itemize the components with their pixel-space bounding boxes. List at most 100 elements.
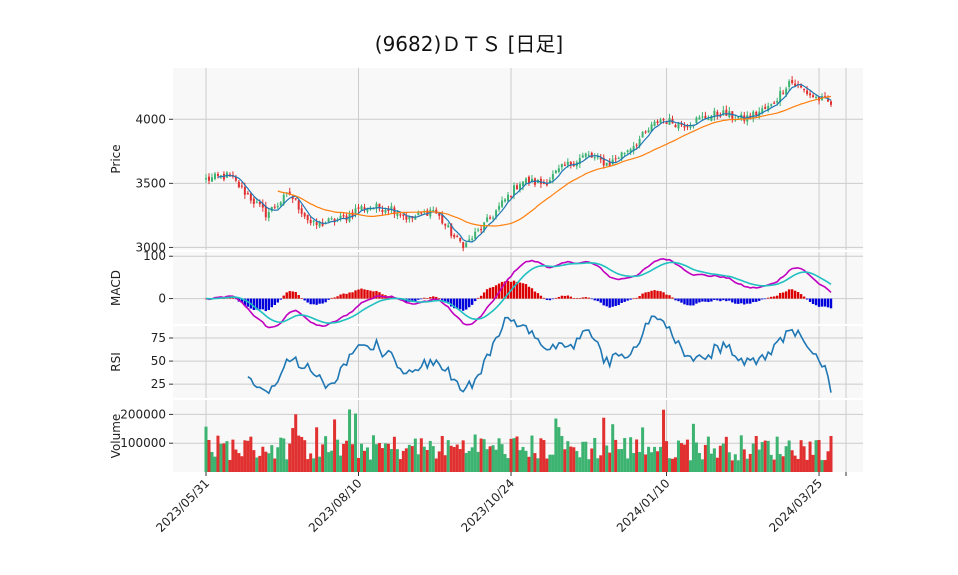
- candle-body: [417, 212, 420, 216]
- macd-hist-bar: [321, 298, 324, 304]
- macd-hist-bar: [686, 298, 689, 306]
- macd-hist-bar: [461, 298, 465, 311]
- volume-bar: [282, 438, 286, 472]
- macd-hist-bar: [769, 296, 773, 299]
- macd-hist-bar: [575, 298, 579, 300]
- volume-bar: [769, 454, 773, 472]
- macd-hist-bar: [521, 283, 525, 299]
- macd-hist-bar: [644, 292, 647, 299]
- volume-bar: [422, 446, 426, 472]
- volume-bar: [748, 453, 752, 472]
- macd-hist-bar: [482, 292, 486, 299]
- volume-bar: [826, 451, 830, 472]
- candle-body: [626, 150, 629, 153]
- macd-hist-bar: [784, 291, 788, 299]
- macd-hist-bar: [767, 297, 770, 299]
- volume-bar: [635, 439, 639, 472]
- macd-hist-bar: [273, 298, 276, 305]
- macd-hist-bar: [551, 298, 555, 300]
- volume-bar: [213, 456, 217, 472]
- candle-body: [602, 157, 605, 166]
- candle-body: [692, 124, 695, 126]
- candle-body: [791, 80, 794, 84]
- macd-hist-bar: [814, 298, 818, 306]
- candle-body: [216, 173, 219, 176]
- candle-body: [288, 191, 291, 195]
- volume-bar: [602, 417, 606, 472]
- candle-body: [620, 152, 623, 159]
- volume-bar: [542, 440, 546, 472]
- candle-body: [779, 91, 782, 103]
- volume-bar: [641, 427, 645, 472]
- macd-hist-bar: [276, 298, 279, 303]
- ma-short-line: [217, 83, 832, 243]
- volume-bar: [503, 454, 507, 472]
- macd-hist-bar: [527, 286, 531, 299]
- candle-body: [767, 105, 770, 111]
- candle-body: [605, 162, 608, 166]
- volume-bar: [781, 456, 785, 472]
- volume-bar: [790, 450, 794, 472]
- candle-body: [806, 90, 809, 94]
- volume-bar: [470, 447, 474, 472]
- macd-hist-bar: [252, 298, 256, 311]
- volume-bar: [772, 459, 776, 472]
- volume-bar: [464, 453, 468, 472]
- candle-body: [312, 221, 315, 223]
- volume-bar: [383, 443, 387, 472]
- macd-hist-bar: [602, 298, 605, 306]
- macd-hist-bar: [695, 298, 698, 304]
- volume-bar: [395, 449, 399, 472]
- volume-bar: [766, 440, 770, 472]
- macd-hist-bar: [240, 298, 244, 303]
- macd-hist-bar: [414, 298, 417, 302]
- candle-body: [498, 205, 501, 210]
- candle-body: [249, 193, 252, 201]
- candle-body: [384, 209, 387, 213]
- macd-hist-bar: [611, 298, 614, 307]
- volume-bar: [222, 443, 226, 472]
- candle-body: [474, 231, 477, 239]
- volume-bar: [318, 456, 322, 472]
- candle-body: [584, 153, 587, 157]
- candle-body: [689, 125, 692, 128]
- macd-hist-bar: [722, 298, 725, 301]
- macd-hist-bar: [629, 298, 632, 300]
- volume-bar: [476, 451, 480, 472]
- candle-body: [246, 193, 249, 195]
- volume-bar: [330, 450, 334, 472]
- volume-bar: [300, 436, 304, 472]
- macd-hist-bar: [713, 298, 716, 300]
- ytick-label-price-1: 3500: [135, 176, 166, 190]
- volume-bar: [362, 450, 366, 472]
- volume-bar: [276, 447, 280, 472]
- volume-bar: [671, 458, 675, 472]
- candle-body: [548, 180, 551, 184]
- macd-hist-bar: [653, 290, 656, 299]
- candle-body: [516, 185, 519, 190]
- volume-bar: [273, 458, 277, 472]
- volume-bar: [515, 436, 519, 472]
- volume-bar: [342, 443, 346, 472]
- volume-bar: [679, 443, 683, 472]
- candle-body: [462, 242, 465, 249]
- volume-bar: [605, 445, 609, 472]
- volume-bar: [270, 445, 274, 472]
- candle-body: [599, 157, 602, 160]
- ma-long-line: [277, 95, 832, 227]
- macd-hist-bar: [802, 296, 806, 299]
- candle-body: [656, 121, 659, 124]
- volume-bar: [545, 458, 549, 472]
- candle-body: [267, 212, 270, 218]
- macd-hist-bar: [680, 298, 683, 303]
- volume-bar: [673, 457, 677, 472]
- candle-body: [641, 132, 644, 138]
- macd-hist-bar: [623, 298, 626, 302]
- candle-body: [710, 115, 713, 121]
- candle-body: [593, 157, 596, 159]
- candle-body: [770, 104, 773, 106]
- candle-body: [815, 96, 818, 98]
- volume-bar: [775, 436, 779, 472]
- chart-title: (9682)ＤＴＳ [日足]: [374, 32, 564, 56]
